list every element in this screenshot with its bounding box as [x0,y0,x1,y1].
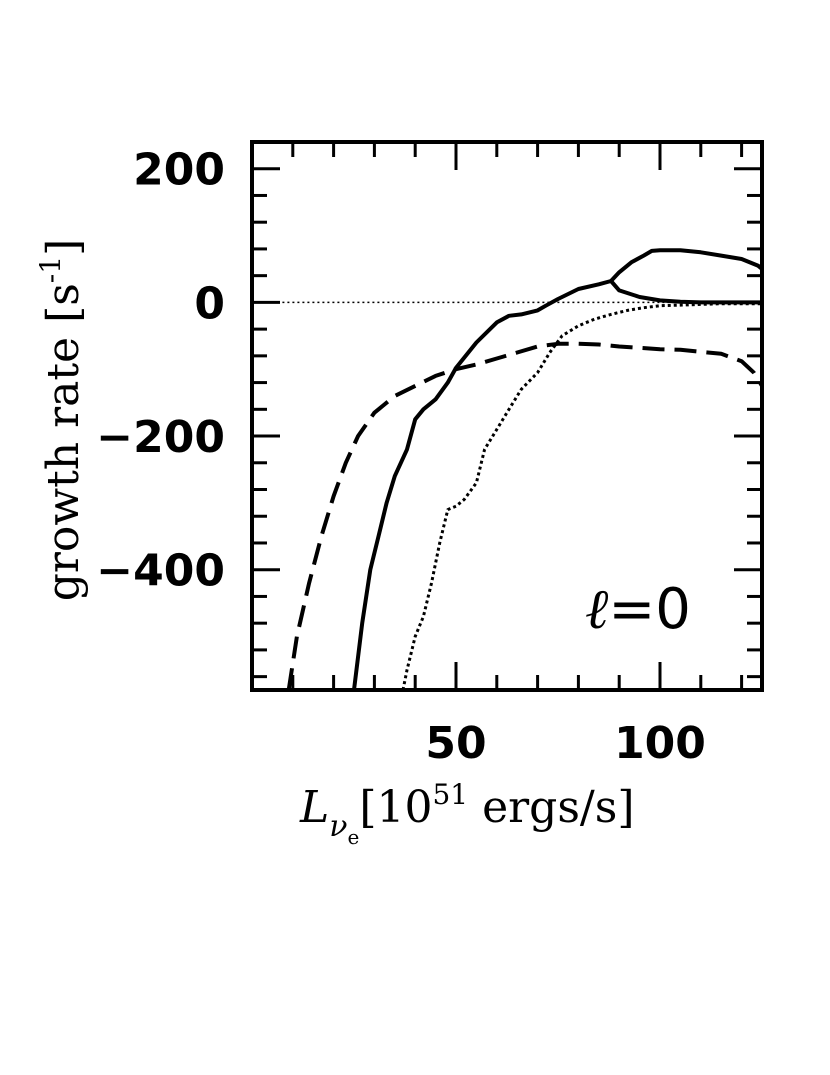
x-label-subscript: ν [329,809,347,844]
x-label-close: ergs/s] [468,782,634,833]
annotation-value: =0 [608,577,691,642]
x-label-exp: 51 [432,778,468,811]
x-label-symbol: L [299,782,329,833]
y-tick-label: −200 [96,412,225,463]
y-label-text: growth rate [s [38,283,89,601]
x-tick-label: 50 [425,718,486,769]
annotation-ell: ℓ [585,577,609,642]
x-label-open: [10 [359,782,432,833]
series-line-solid-2 [609,248,762,283]
plot-frame [250,140,764,692]
tick-labels: 50 100 200 0 −200 −400 [96,145,706,769]
y-label-exp: -1 [34,256,67,283]
series-line-dashed-0 [286,341,762,690]
y-tick-label: 200 [133,145,225,196]
x-axis-label: Lνe[1051 ergs/s] [299,778,634,849]
y-axis-label: growth rate [s-1] [34,239,89,602]
series-line-dotted-3 [401,302,762,690]
y-label-close: ] [38,239,89,256]
x-tick-label: 100 [614,718,706,769]
axis-ticks [252,142,762,690]
x-label-subsubscript: e [347,825,359,849]
multipole-annotation: ℓ=0 [585,577,691,642]
series-line-solid-1 [352,279,762,690]
y-tick-label: −400 [96,546,225,597]
y-tick-label: 0 [194,278,225,329]
